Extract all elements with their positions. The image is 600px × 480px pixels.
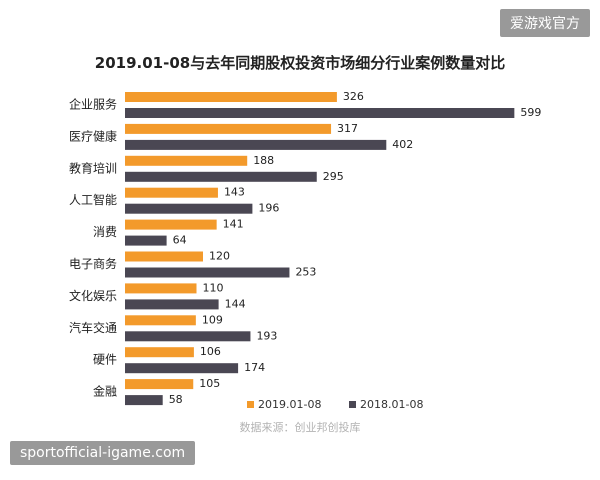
value-label: 141 (223, 218, 244, 231)
legend: 2019.01-08 2018.01-08 (247, 398, 423, 411)
legend-swatch (247, 401, 254, 408)
bar-2019 (125, 123, 332, 134)
bar-2019 (125, 251, 203, 262)
category-label: 企业服务 (69, 97, 117, 112)
bar-2018 (125, 139, 387, 150)
category-label: 硬件 (93, 353, 117, 367)
category-label: 汽车交通 (69, 320, 117, 335)
value-label: 402 (392, 138, 413, 151)
value-label: 143 (224, 186, 245, 199)
bar-2018 (125, 267, 290, 278)
bar-2018 (125, 203, 253, 214)
value-label: 64 (173, 234, 187, 247)
value-label: 295 (323, 170, 344, 183)
legend-swatch (349, 401, 356, 408)
value-label: 174 (244, 361, 265, 374)
bar-2018 (125, 299, 219, 310)
chart-title: 2019.01-08与去年同期股权投资市场细分行业案例数量对比 (94, 54, 506, 72)
value-label: 120 (209, 250, 230, 263)
value-label: 317 (337, 122, 358, 135)
bar-2019 (125, 155, 248, 166)
value-label: 144 (225, 297, 246, 310)
category-label: 医疗健康 (69, 128, 117, 143)
category-label: 电子商务 (69, 256, 117, 271)
bars (125, 92, 515, 406)
bar-2019 (125, 219, 217, 230)
bar-2019 (125, 315, 196, 326)
bar-2019 (125, 92, 337, 102)
bar-2018 (125, 331, 251, 342)
bar-2018 (125, 363, 239, 374)
bar-2019 (125, 347, 194, 358)
bar-2019 (125, 283, 197, 294)
value-label: 196 (258, 202, 279, 215)
value-label: 599 (520, 106, 541, 119)
watermark-bottom: sportofficial-igame.com (10, 441, 196, 465)
legend-label: 2019.01-08 (258, 398, 321, 411)
value-label: 109 (202, 313, 223, 326)
bar-2019 (125, 187, 218, 198)
category-label: 金融 (93, 384, 117, 399)
value-label: 326 (343, 90, 364, 103)
value-label: 253 (295, 266, 316, 279)
value-label: 106 (200, 345, 221, 358)
category-label: 消费 (93, 225, 117, 239)
category-label: 文化娱乐 (69, 288, 117, 303)
value-label: 193 (256, 329, 277, 342)
legend-label: 2018.01-08 (360, 398, 423, 411)
value-label: 110 (203, 281, 224, 294)
bar-2019 (125, 379, 194, 390)
watermark-top: 爱游戏官方 (500, 9, 590, 37)
value-labels: 326 599 317 402 188 295 143 196 141 64 120 253 11014… (169, 90, 542, 406)
value-label: 105 (199, 377, 220, 390)
bar-2018 (125, 235, 167, 246)
bar-2018 (125, 108, 515, 118)
value-label: 188 (253, 154, 274, 167)
category-label: 教育培训 (69, 160, 117, 175)
category-label: 人工智能 (69, 192, 117, 207)
source-note: 数据来源：创业邦创投库 (239, 421, 361, 434)
value-label: 58 (169, 393, 183, 406)
bar-2018 (125, 395, 163, 406)
bar-2018 (125, 171, 317, 182)
